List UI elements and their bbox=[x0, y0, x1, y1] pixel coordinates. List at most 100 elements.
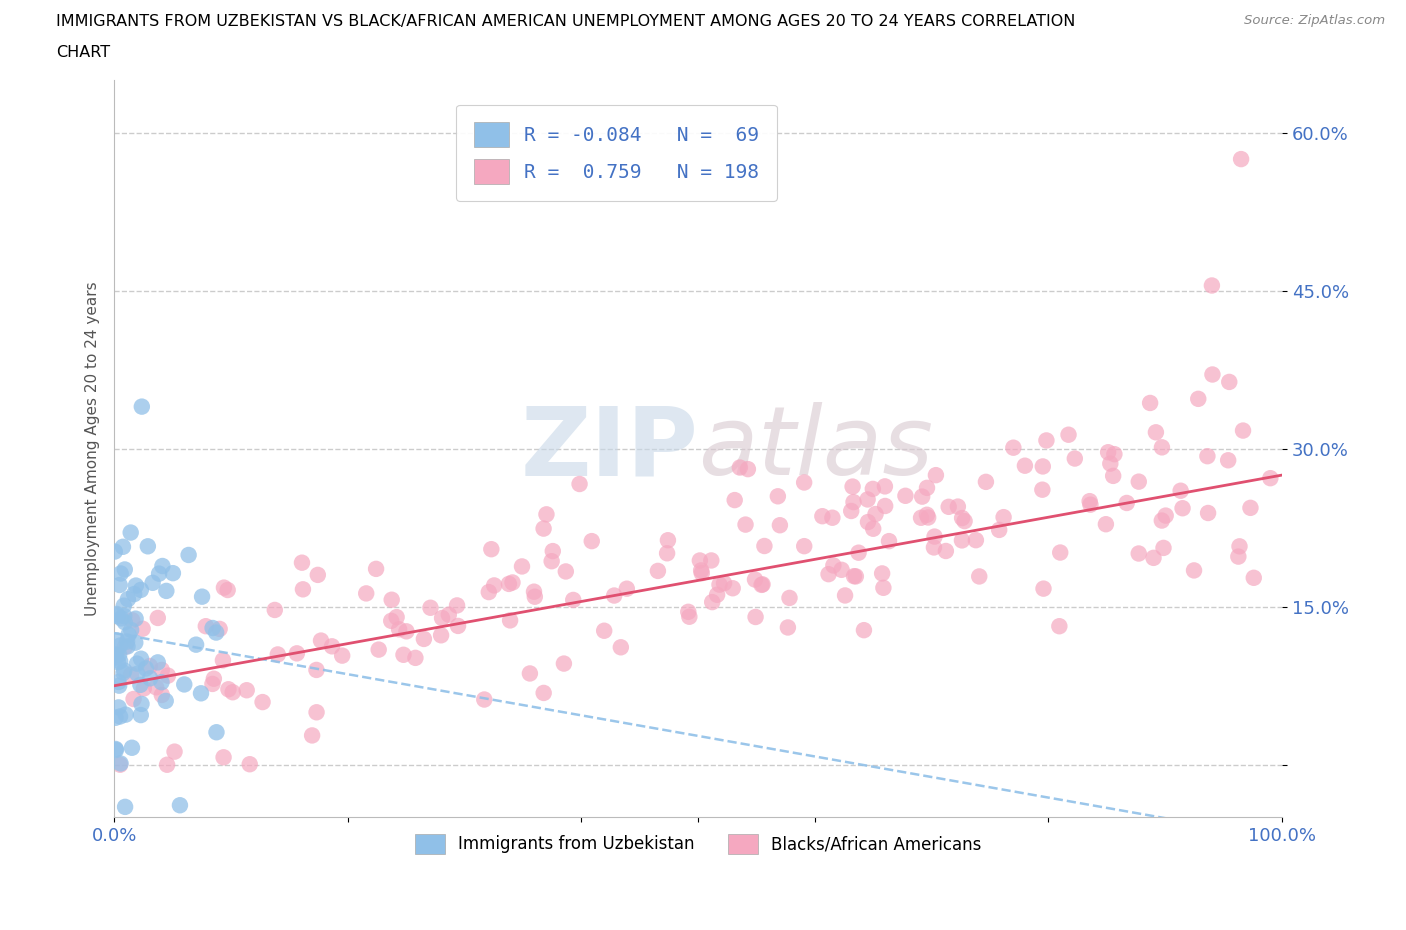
Point bbox=[499, 613, 522, 628]
Point bbox=[1227, 549, 1250, 564]
Point bbox=[127, 666, 149, 681]
Point bbox=[104, 711, 127, 725]
Point bbox=[894, 488, 917, 503]
Point bbox=[131, 621, 153, 636]
Point bbox=[536, 507, 558, 522]
Text: IMMIGRANTS FROM UZBEKISTAN VS BLACK/AFRICAN AMERICAN UNEMPLOYMENT AMONG AGES 20 : IMMIGRANTS FROM UZBEKISTAN VS BLACK/AFRI… bbox=[56, 14, 1076, 29]
Point bbox=[291, 582, 314, 597]
Point bbox=[993, 510, 1015, 525]
Point bbox=[839, 503, 862, 518]
Point bbox=[412, 631, 434, 646]
Point bbox=[301, 728, 323, 743]
Point bbox=[988, 523, 1011, 538]
Point bbox=[104, 650, 127, 665]
Point bbox=[117, 627, 139, 642]
Point bbox=[385, 610, 408, 625]
Point bbox=[150, 675, 173, 690]
Point bbox=[404, 650, 426, 665]
Point bbox=[252, 695, 274, 710]
Point bbox=[1197, 449, 1219, 464]
Point bbox=[657, 533, 679, 548]
Point bbox=[108, 709, 131, 724]
Point bbox=[737, 461, 759, 476]
Point bbox=[1104, 446, 1126, 461]
Point bbox=[212, 653, 235, 668]
Point bbox=[974, 474, 997, 489]
Point bbox=[124, 611, 146, 626]
Point bbox=[1243, 570, 1265, 585]
Point bbox=[146, 655, 169, 670]
Point bbox=[553, 657, 575, 671]
Point bbox=[751, 577, 773, 591]
Point bbox=[367, 643, 389, 658]
Point bbox=[108, 647, 131, 662]
Point bbox=[1128, 546, 1150, 561]
Point bbox=[131, 399, 153, 414]
Point bbox=[917, 510, 939, 525]
Point bbox=[728, 460, 751, 475]
Point bbox=[419, 600, 441, 615]
Point bbox=[321, 639, 343, 654]
Point bbox=[1197, 506, 1219, 521]
Point bbox=[120, 525, 142, 540]
Point bbox=[235, 683, 257, 698]
Point bbox=[1201, 278, 1223, 293]
Point bbox=[205, 724, 228, 739]
Point bbox=[713, 576, 735, 591]
Point bbox=[305, 662, 328, 677]
Point bbox=[946, 499, 969, 514]
Point bbox=[1014, 458, 1036, 473]
Point bbox=[177, 548, 200, 563]
Point bbox=[112, 663, 135, 678]
Point bbox=[117, 639, 139, 654]
Point bbox=[155, 583, 177, 598]
Point bbox=[793, 475, 815, 490]
Point bbox=[309, 633, 332, 648]
Point bbox=[779, 591, 801, 605]
Point bbox=[842, 569, 865, 584]
Point bbox=[135, 661, 157, 676]
Point bbox=[811, 509, 834, 524]
Y-axis label: Unemployment Among Ages 20 to 24 years: Unemployment Among Ages 20 to 24 years bbox=[86, 282, 100, 616]
Point bbox=[721, 581, 744, 596]
Point bbox=[112, 609, 135, 624]
Point bbox=[107, 655, 129, 670]
Point bbox=[152, 559, 174, 574]
Point bbox=[139, 658, 162, 673]
Point bbox=[856, 492, 879, 507]
Point bbox=[709, 578, 731, 592]
Point bbox=[519, 666, 541, 681]
Point bbox=[1239, 500, 1261, 515]
Point bbox=[1049, 545, 1071, 560]
Point bbox=[690, 565, 713, 580]
Point bbox=[754, 538, 776, 553]
Point bbox=[1099, 457, 1122, 472]
Point bbox=[554, 564, 576, 578]
Point bbox=[173, 677, 195, 692]
Point bbox=[1153, 540, 1175, 555]
Point bbox=[541, 544, 564, 559]
Point bbox=[865, 507, 887, 522]
Point bbox=[114, 707, 136, 722]
Text: ZIP: ZIP bbox=[520, 403, 699, 496]
Point bbox=[870, 566, 893, 581]
Point bbox=[877, 534, 900, 549]
Point bbox=[114, 615, 136, 630]
Point bbox=[616, 581, 638, 596]
Text: Source: ZipAtlas.com: Source: ZipAtlas.com bbox=[1244, 14, 1385, 27]
Point bbox=[1144, 425, 1167, 440]
Point bbox=[117, 591, 139, 606]
Point bbox=[122, 587, 145, 602]
Point bbox=[139, 671, 162, 685]
Point bbox=[108, 578, 131, 592]
Point bbox=[1031, 483, 1053, 498]
Point bbox=[910, 511, 932, 525]
Point bbox=[1229, 538, 1251, 553]
Point bbox=[202, 671, 225, 686]
Point bbox=[965, 533, 987, 548]
Point bbox=[437, 607, 460, 622]
Point bbox=[201, 620, 224, 635]
Point bbox=[950, 511, 973, 525]
Point bbox=[724, 493, 747, 508]
Point bbox=[108, 638, 131, 653]
